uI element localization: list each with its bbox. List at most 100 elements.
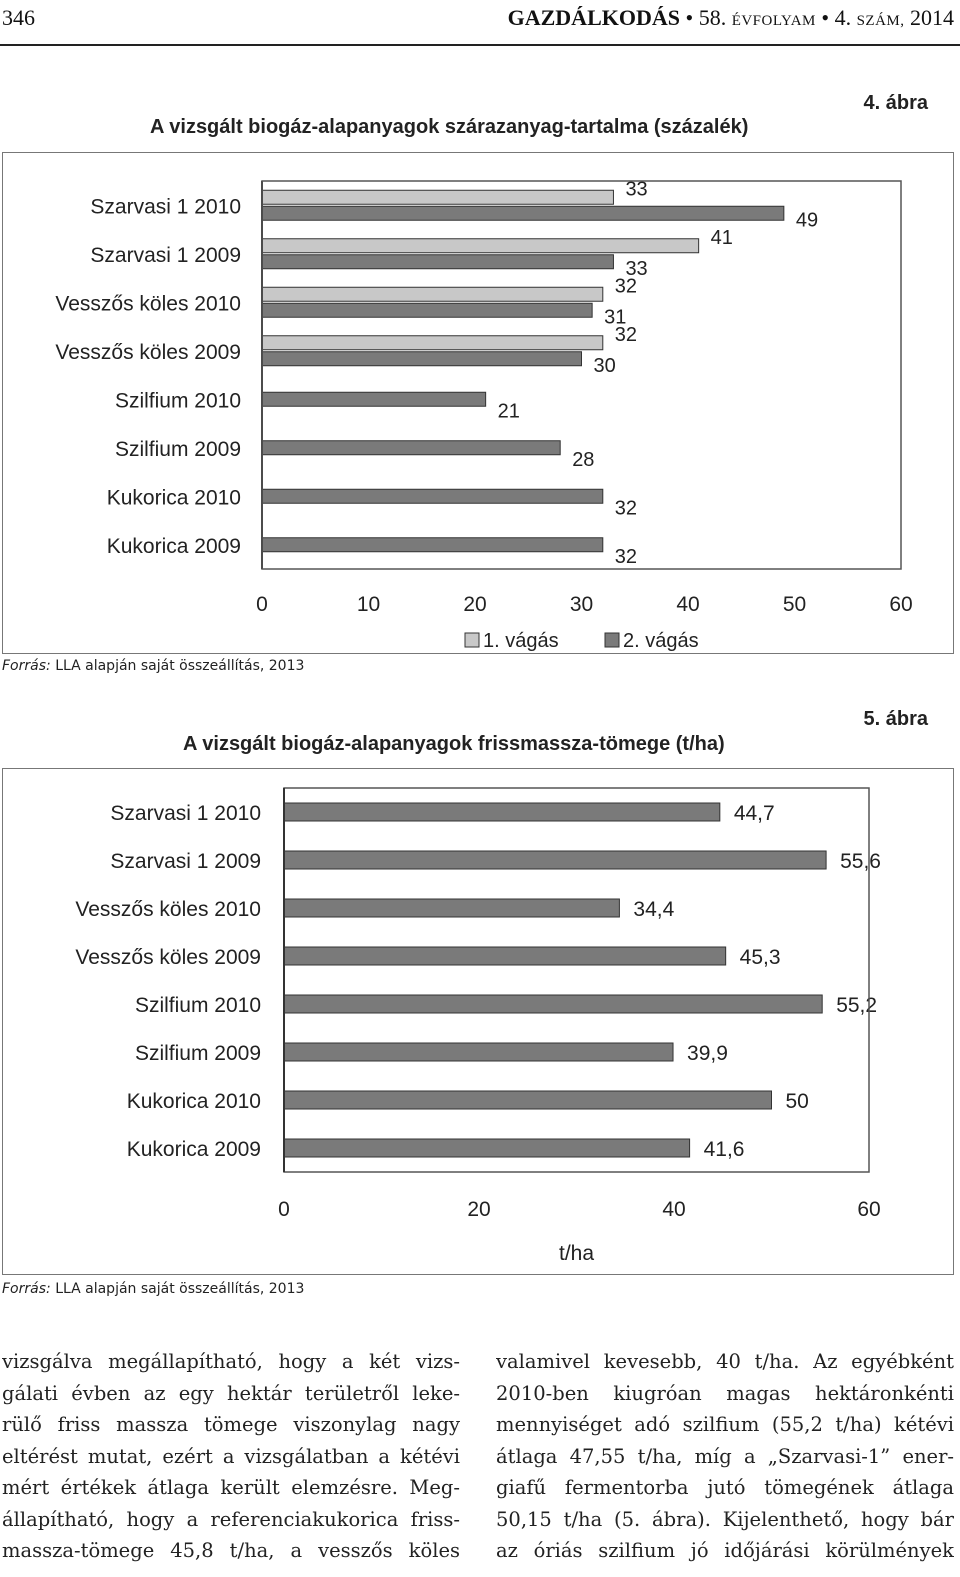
bar — [283, 1042, 674, 1062]
category-label: Szarvasi 1 2009 — [110, 850, 261, 873]
x-tick-label: 30 — [570, 593, 593, 616]
legend-swatch-series2 — [604, 632, 620, 648]
data-label: 39,9 — [687, 1042, 728, 1065]
legend-label: 2. vágás — [623, 630, 699, 652]
data-label: 32 — [615, 324, 637, 346]
figure5-source: Forrás: LLA alapján saját összeállítás, … — [2, 1281, 304, 1297]
category-label: Vesszős köles 2009 — [55, 341, 241, 364]
text-line: állapítható, hogy a referenciakukorica f… — [2, 1507, 460, 1531]
data-label: 30 — [594, 355, 616, 377]
figure5-chart: Szarvasi 1 2010 44,7 Szarvasi 1 2009 55,6 Ve… — [75, 787, 881, 1265]
x-tick-label: 0 — [256, 593, 268, 616]
bar-series2 — [261, 391, 487, 407]
bar-series2 — [261, 205, 785, 221]
data-label: 41,6 — [704, 1138, 745, 1161]
plot-area — [261, 180, 902, 570]
category-label: Szilfium 2009 — [115, 438, 241, 461]
x-tick-label: 10 — [357, 593, 380, 616]
issue-label: SZÁM, — [856, 13, 905, 29]
figure4-source: Forrás: LLA alapján saját összeállítás, … — [2, 658, 304, 674]
bar-series2 — [261, 440, 561, 456]
header-bullet: • — [821, 5, 830, 30]
category-label: Vesszős köles 2010 — [55, 292, 241, 315]
text-line: mennyiséget adó szilfium (55,2 t/ha) két… — [496, 1413, 954, 1436]
category-label: Kukorica 2009 — [107, 535, 241, 558]
volume-number: 58. — [698, 5, 727, 30]
category-label: Szilfium 2010 — [135, 994, 261, 1017]
bar-series1 — [261, 189, 614, 205]
journal-info: GAZDÁLKODÁS • 58. ÉVFOLYAM • 4. SZÁM, 20… — [508, 5, 954, 31]
data-label: 55,2 — [836, 994, 877, 1017]
data-label: 45,3 — [740, 946, 781, 969]
figure5-number: 5. ábra — [863, 708, 928, 730]
text-line: massza-tömege 45,8 t/ha, a vesszős köles — [2, 1539, 460, 1562]
body-column-2: valamivel kevesebb, 40 t/ha. Az egyébkén… — [496, 1346, 954, 1567]
figure4-title: A vizsgált biogáz-alapanyagok szárazanya… — [150, 116, 749, 138]
category-label: Szarvasi 1 2010 — [110, 802, 261, 825]
category-label: Szarvasi 1 2009 — [90, 244, 241, 267]
figure5-box: Szarvasi 1 2010 44,7 Szarvasi 1 2009 55,6 Ve… — [2, 768, 954, 1275]
volume-label: ÉVFOLYAM — [731, 13, 816, 29]
category-label: Szilfium 2009 — [135, 1042, 261, 1065]
legend-label: 1. vágás — [483, 630, 559, 652]
category-label: Vesszős köles 2009 — [75, 946, 261, 969]
x-tick-label: 0 — [278, 1198, 290, 1221]
data-label: 55,6 — [840, 850, 881, 873]
data-label: 41 — [711, 227, 733, 249]
bar — [283, 850, 827, 870]
bar-series2 — [261, 488, 604, 504]
figure4-chart: Szarvasi 1 2010 33 49 Szarvasi 1 2009 41 33 Ve… — [55, 178, 912, 652]
legend-swatch-series1 — [464, 632, 480, 648]
text-line: átlaga 47,55 t/ha, míg a „Szarvasi-1” en… — [496, 1444, 954, 1468]
data-label: 34,4 — [633, 898, 674, 921]
source-text: LLA alapján saját összeállítás, 2013 — [55, 658, 305, 674]
issue-number: 4. — [834, 5, 852, 30]
data-label: 33 — [625, 178, 647, 200]
bar — [283, 1090, 772, 1110]
source-label: Forrás: — [2, 1281, 51, 1297]
data-label: 33 — [625, 258, 647, 280]
text-line: az óriás szilfium jó időjárási körülmény… — [496, 1539, 954, 1562]
bar — [283, 898, 620, 918]
data-label: 44,7 — [734, 802, 775, 825]
x-tick-label: 60 — [889, 593, 912, 616]
category-label: Szarvasi 1 2010 — [90, 195, 241, 218]
text-line: gálati évben az egy hektár területről le… — [2, 1381, 460, 1405]
x-tick-label: 60 — [857, 1198, 880, 1221]
x-tick-label: 20 — [463, 593, 486, 616]
bar — [283, 1138, 691, 1158]
text-line: vizsgálva megállapítható, hogy a két viz… — [2, 1350, 460, 1373]
source-text: LLA alapján saját összeállítás, 2013 — [55, 1281, 305, 1297]
x-tick-label: 20 — [467, 1198, 490, 1221]
text-line: eltérést mutat, ezért a vizsgálatban a k… — [2, 1444, 460, 1468]
bar — [283, 946, 727, 966]
running-header: 346 GAZDÁLKODÁS • 58. ÉVFOLYAM • 4. SZÁM… — [0, 0, 960, 46]
category-label: Vesszős köles 2010 — [75, 898, 261, 921]
data-label: 32 — [615, 275, 637, 297]
header-bullet: • — [685, 5, 694, 30]
journal-name: GAZDÁLKODÁS — [507, 5, 680, 30]
category-label: Kukorica 2009 — [127, 1138, 261, 1161]
bar-series2 — [261, 351, 582, 367]
data-label: 50 — [786, 1090, 809, 1113]
text-line: 50,15 t/ha (5. ábra). Kijelenthető, hogy… — [496, 1507, 954, 1531]
x-tick-label: 40 — [676, 593, 699, 616]
text-line: giafű fermentorba jutó tömegének átlaga — [496, 1476, 954, 1499]
text-line: rülő friss massza tömege viszonylag nagy — [2, 1413, 460, 1436]
x-tick-label: 40 — [662, 1198, 685, 1221]
bar-series2 — [261, 537, 604, 553]
data-label: 31 — [604, 306, 626, 328]
bar-series1 — [261, 238, 700, 254]
category-label: Kukorica 2010 — [127, 1090, 261, 1113]
figure4-number: 4. ábra — [863, 92, 928, 114]
category-label: Kukorica 2010 — [107, 486, 241, 509]
bar-series2 — [261, 254, 614, 270]
text-line: valamivel kevesebb, 40 t/ha. Az egyébkén… — [496, 1350, 954, 1373]
bar-series1 — [261, 286, 604, 302]
bar — [283, 994, 823, 1014]
bar-series2 — [261, 302, 593, 318]
text-line: 2010-ben kiugróan magas hektáronkénti — [496, 1381, 954, 1405]
year: 2014 — [910, 5, 954, 30]
data-label: 32 — [615, 546, 637, 568]
page-number: 346 — [2, 5, 35, 30]
